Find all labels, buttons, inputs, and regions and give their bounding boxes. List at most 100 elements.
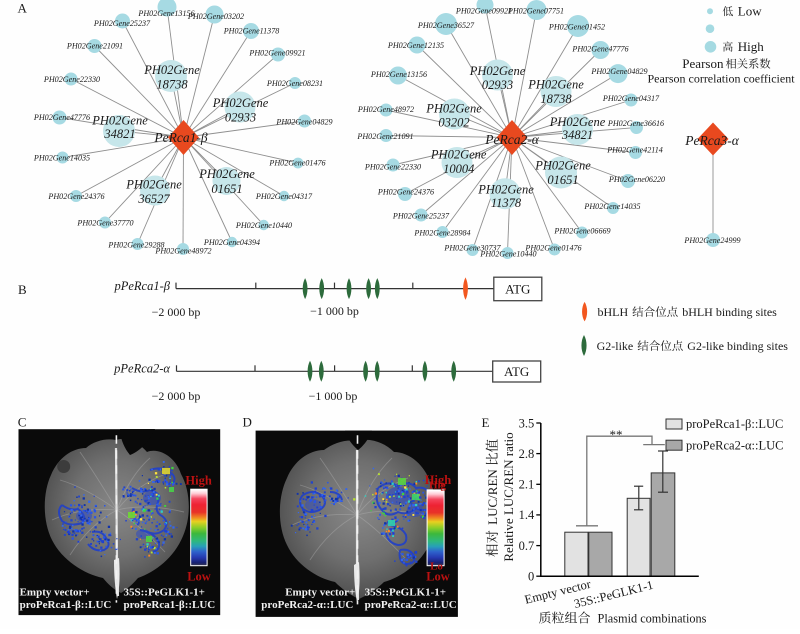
svg-text:11378: 11378: [491, 196, 522, 210]
svg-text:PH02Gene03202: PH02Gene03202: [187, 12, 244, 21]
svg-text:PH02Gene01452: PH02Gene01452: [548, 22, 605, 31]
svg-text:02933: 02933: [482, 78, 513, 92]
svg-text:PH02Gene21091: PH02Gene21091: [66, 42, 123, 51]
svg-text:PH02Gene06669: PH02Gene06669: [553, 226, 610, 235]
svg-text:PH02Gene: PH02Gene: [469, 64, 526, 78]
svg-text:PH02Gene09921: PH02Gene09921: [248, 48, 305, 57]
svg-text:LUC/REN: LUC/REN: [485, 466, 500, 528]
svg-text:02933: 02933: [225, 111, 256, 125]
svg-text:0.7: 0.7: [519, 539, 535, 553]
svg-text:ATG: ATG: [504, 364, 529, 379]
svg-text:PH02Gene: PH02Gene: [534, 159, 591, 173]
svg-text:PH02Gene14035: PH02Gene14035: [583, 202, 640, 211]
svg-text:PH02Gene22330: PH02Gene22330: [43, 75, 100, 84]
svg-text:0: 0: [528, 570, 534, 584]
svg-text:PH02Gene01476: PH02Gene01476: [268, 159, 325, 168]
svg-text:PH02Gene09921: PH02Gene09921: [455, 6, 512, 15]
svg-text:PH02Gene04829: PH02Gene04829: [275, 117, 332, 126]
svg-text:Pearson correlation coefficien: Pearson correlation coefficient: [648, 71, 796, 85]
svg-text:18738: 18738: [156, 78, 188, 92]
svg-text:PH02Gene25237: PH02Gene25237: [392, 211, 450, 220]
svg-text:proPeRca1-β::LUC: proPeRca1-β::LUC: [686, 417, 783, 431]
svg-text:proPeRca1-β::LUC: proPeRca1-β::LUC: [124, 599, 216, 611]
svg-text:1.4: 1.4: [519, 508, 535, 522]
svg-text:PH02Gene48972: PH02Gene48972: [357, 105, 414, 114]
svg-text:High: High: [738, 39, 765, 54]
svg-text:PH02Gene24376: PH02Gene24376: [377, 187, 434, 196]
svg-text:PH02Gene04829: PH02Gene04829: [590, 67, 647, 76]
svg-text:−1 000 bp: −1 000 bp: [309, 389, 358, 403]
svg-text:proPeRca2-α::LUC: proPeRca2-α::LUC: [365, 599, 457, 611]
svg-text:Lo: Lo: [430, 560, 443, 572]
svg-text:PH02Gene: PH02Gene: [527, 78, 584, 92]
svg-text:PH02Gene28984: PH02Gene28984: [413, 228, 470, 237]
svg-text:PH02Gene36527: PH02Gene36527: [417, 21, 475, 30]
svg-text:PH02Gene22330: PH02Gene22330: [364, 162, 421, 171]
svg-text:PH02Gene11378: PH02Gene11378: [223, 26, 280, 35]
svg-text:Low: Low: [187, 569, 211, 583]
svg-text:2.8: 2.8: [519, 447, 535, 461]
svg-text:proPeRca1-β::LUC: proPeRca1-β::LUC: [20, 599, 112, 611]
svg-text:Plasmid combinations: Plasmid combinations: [598, 612, 707, 626]
svg-text:PH02Gene: PH02Gene: [212, 96, 269, 110]
svg-text:PeRca2-α: PeRca2-α: [484, 132, 539, 147]
svg-text:35S::PeGLK1-1+: 35S::PeGLK1-1+: [365, 586, 446, 598]
svg-text:PH02Gene47776: PH02Gene47776: [33, 113, 90, 122]
svg-text:PH02Gene: PH02Gene: [477, 183, 534, 197]
svg-text:−1 000 bp: −1 000 bp: [310, 304, 359, 318]
svg-text:PH02Gene06220: PH02Gene06220: [608, 175, 665, 184]
svg-text:PH02Gene04317: PH02Gene04317: [602, 94, 660, 103]
svg-text:PH02Gene24376: PH02Gene24376: [47, 192, 104, 201]
svg-text:3.5: 3.5: [519, 416, 535, 430]
svg-text:PH02Gene: PH02Gene: [430, 148, 487, 162]
svg-text:PH02Gene08231: PH02Gene08231: [266, 79, 323, 88]
svg-text:PH02Gene25237: PH02Gene25237: [93, 19, 151, 28]
svg-text:PeRca3-α: PeRca3-α: [684, 133, 739, 148]
svg-text:PH02Gene36616: PH02Gene36616: [607, 119, 664, 128]
svg-text:Relative LUC/REN ratio: Relative LUC/REN ratio: [501, 432, 516, 561]
svg-text:PH02Gene: PH02Gene: [549, 115, 606, 129]
svg-text:G2-like: G2-like: [597, 339, 634, 353]
svg-text:36527: 36527: [137, 192, 170, 206]
svg-text:35S::PeGLK1-1+: 35S::PeGLK1-1+: [124, 586, 205, 598]
svg-text:−2 000 bp: −2 000 bp: [152, 305, 201, 319]
svg-text:10004: 10004: [443, 162, 474, 176]
svg-text:01651: 01651: [547, 173, 578, 187]
svg-text:**: **: [610, 427, 623, 442]
svg-text:E: E: [482, 415, 490, 430]
svg-text:PH02Gene01476: PH02Gene01476: [524, 243, 581, 252]
svg-text:18738: 18738: [540, 92, 572, 106]
svg-text:−2 000 bp: −2 000 bp: [152, 389, 201, 403]
svg-text:PeRca1-β: PeRca1-β: [153, 130, 207, 145]
svg-text:2.1: 2.1: [519, 478, 535, 492]
svg-text:Hig: Hig: [429, 480, 447, 492]
svg-text:pPeRca2-α: pPeRca2-α: [113, 362, 170, 376]
svg-text:PH02Gene24999: PH02Gene24999: [683, 236, 740, 245]
svg-text:Empty vector+: Empty vector+: [20, 586, 90, 598]
svg-text:01651: 01651: [211, 182, 242, 196]
svg-text:PH02Gene42114: PH02Gene42114: [606, 145, 663, 154]
svg-text:bHLH: bHLH: [598, 305, 629, 319]
svg-text:Empty vector+: Empty vector+: [285, 586, 355, 598]
svg-text:High: High: [185, 473, 211, 487]
svg-text:High: High: [425, 473, 451, 487]
svg-text:D: D: [243, 414, 252, 429]
svg-text:pPeRca1-β: pPeRca1-β: [113, 279, 170, 293]
svg-text:PH02Gene04394: PH02Gene04394: [203, 238, 260, 247]
svg-text:C: C: [18, 414, 27, 429]
svg-text:PH02Gene07751: PH02Gene07751: [507, 7, 564, 16]
svg-text:PH02Gene48972: PH02Gene48972: [154, 246, 211, 255]
svg-text:PH02Gene: PH02Gene: [143, 63, 200, 77]
svg-text:34821: 34821: [561, 128, 593, 142]
svg-text:PH02Gene30737: PH02Gene30737: [443, 243, 501, 252]
svg-text:PH02Gene10440: PH02Gene10440: [479, 249, 536, 258]
svg-text:PH02Gene: PH02Gene: [198, 167, 255, 181]
svg-text:PH02Gene04317: PH02Gene04317: [255, 192, 313, 201]
svg-text:PH02Gene10440: PH02Gene10440: [235, 221, 292, 230]
svg-text:03202: 03202: [438, 116, 469, 130]
svg-text:ATG: ATG: [505, 282, 530, 297]
svg-text:PH02Gene14035: PH02Gene14035: [33, 153, 90, 162]
svg-text:PH02Gene13156: PH02Gene13156: [370, 70, 427, 79]
svg-text:Pearson: Pearson: [682, 56, 724, 71]
svg-text:PH02Gene12135: PH02Gene12135: [387, 41, 444, 50]
